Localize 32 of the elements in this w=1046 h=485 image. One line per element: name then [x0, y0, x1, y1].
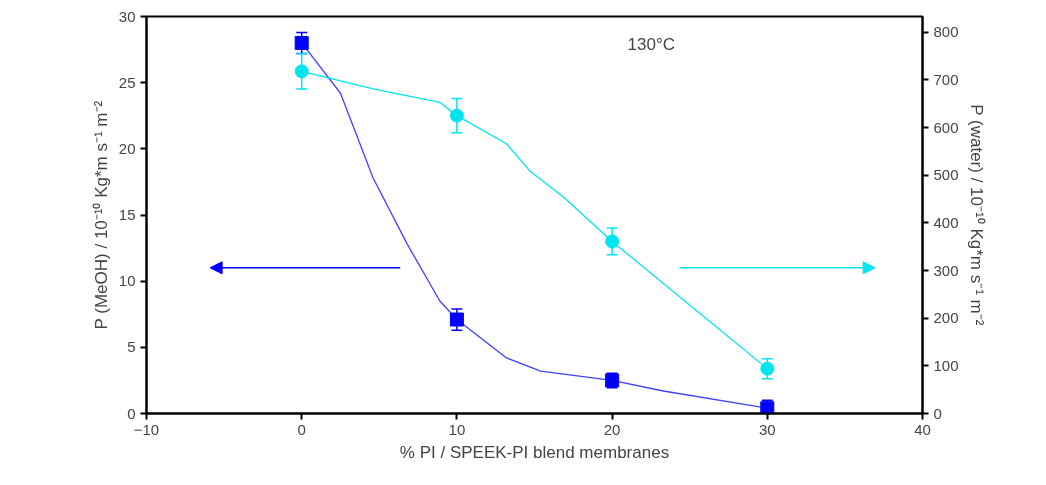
- y2-tick-label: 100: [933, 356, 959, 374]
- y-tick-label: 20: [118, 139, 136, 157]
- y-tick-label: 30: [118, 7, 136, 25]
- x-tick-label: 40: [914, 420, 931, 438]
- y2-tick-label: 200: [933, 309, 959, 327]
- y2-tick-label: 500: [933, 166, 959, 184]
- x-axis-title: % PI / SPEEK-PI blend membranes: [399, 442, 670, 462]
- x-tick-label: −10: [133, 420, 160, 438]
- x-tick-label: 30: [758, 420, 776, 438]
- y2-tick-label: 600: [933, 118, 959, 136]
- y-tick-label: 15: [118, 206, 136, 223]
- y2-tick-label: 700: [933, 70, 959, 88]
- y2-tick-label: 300: [933, 261, 959, 279]
- y2-axis-title: P (water) / 10⁻¹⁰ Kg*m s⁻¹ m⁻²: [966, 104, 986, 326]
- point: [760, 361, 775, 376]
- y2-tick-label: 400: [933, 213, 959, 231]
- y-tick-label: 0: [127, 404, 136, 422]
- x-tick-label: 10: [448, 420, 466, 438]
- x-tick-label: 0: [297, 420, 306, 438]
- y2-tick-label: 0: [933, 404, 942, 422]
- y-tick-label: 10: [118, 272, 136, 290]
- point: [449, 312, 464, 327]
- y-tick-label: 5: [127, 338, 136, 356]
- point: [294, 35, 309, 50]
- x-tick-label: 20: [603, 420, 621, 438]
- point: [294, 64, 309, 79]
- y-axis-title: P (MeOH) / 10⁻¹⁰ Kg*m s⁻¹ m⁻²: [91, 100, 111, 330]
- y-tick-label: 25: [118, 73, 136, 91]
- y2-tick-label: 800: [933, 23, 959, 41]
- annotation: 130°C: [627, 34, 676, 54]
- point: [449, 108, 464, 123]
- point: [605, 234, 620, 249]
